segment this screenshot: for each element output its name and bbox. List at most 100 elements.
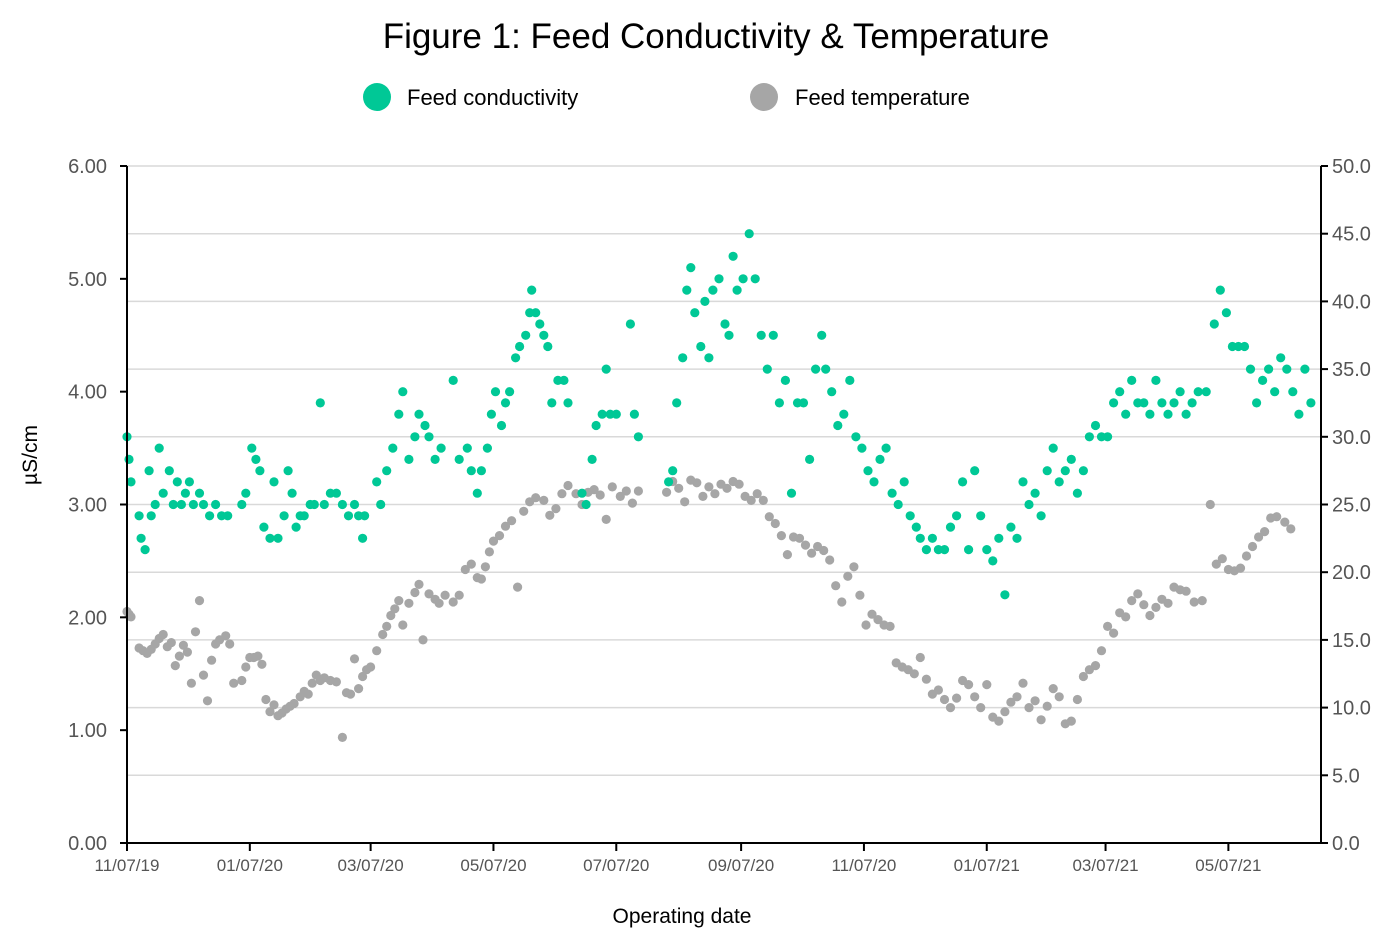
data-point	[633, 432, 644, 442]
y-tick-label: 3.00	[68, 495, 107, 517]
data-point	[845, 375, 855, 385]
y2-tick-label: 0.0	[1332, 833, 1360, 855]
data-point	[291, 522, 301, 532]
data-point	[1042, 466, 1052, 476]
data-point	[134, 511, 144, 521]
data-point	[448, 597, 458, 607]
data-point	[319, 499, 329, 510]
data-point	[255, 466, 265, 476]
data-point	[1139, 600, 1149, 610]
data-point	[225, 639, 235, 649]
data-point	[1239, 341, 1250, 352]
data-point	[1175, 387, 1185, 397]
data-point	[404, 598, 414, 608]
data-point	[343, 511, 354, 521]
data-point	[1187, 398, 1197, 408]
x-tick-label: 01/07/20	[217, 856, 283, 875]
data-point	[704, 353, 714, 363]
data-point	[476, 466, 486, 476]
data-point	[911, 522, 921, 532]
legend: Feed conductivity Feed temperature	[363, 83, 970, 111]
data-point	[1189, 597, 1199, 607]
data-point	[221, 631, 231, 641]
data-point	[211, 499, 221, 510]
data-point	[939, 694, 950, 705]
data-point	[1078, 671, 1088, 682]
x-tick-label: 07/07/20	[583, 856, 649, 875]
data-point	[186, 678, 196, 688]
data-point	[805, 454, 815, 464]
data-point	[388, 443, 398, 453]
data-point	[1036, 715, 1046, 725]
data-point	[273, 533, 283, 543]
data-point	[786, 488, 797, 498]
data-point	[315, 398, 325, 408]
data-point	[1280, 517, 1290, 527]
data-point	[855, 590, 865, 600]
data-point	[299, 511, 309, 521]
x-tick-label: 11/07/20	[831, 856, 896, 875]
data-point	[664, 477, 674, 487]
data-point	[488, 536, 499, 546]
data-point	[172, 477, 182, 487]
data-point	[851, 432, 861, 442]
data-point	[269, 477, 279, 487]
data-point	[964, 545, 974, 555]
data-point	[150, 499, 160, 510]
data-point	[229, 678, 239, 688]
data-point	[207, 655, 217, 665]
data-point	[287, 488, 297, 498]
data-point	[700, 296, 710, 306]
data-point	[1012, 692, 1022, 702]
legend-label-temperature: Feed temperature	[795, 85, 970, 110]
data-point	[696, 341, 706, 352]
data-point	[958, 477, 968, 487]
data-point	[839, 409, 849, 419]
data-point	[1006, 522, 1016, 532]
data-point	[1127, 375, 1137, 385]
data-point	[627, 498, 638, 508]
data-point	[827, 387, 837, 397]
data-point	[821, 364, 831, 374]
data-point	[472, 488, 482, 498]
data-point	[1024, 499, 1034, 510]
data-point	[764, 512, 774, 522]
data-point	[800, 540, 811, 550]
data-point	[1066, 716, 1076, 726]
data-point	[1018, 477, 1028, 487]
data-point	[1054, 692, 1064, 702]
data-point	[595, 490, 605, 500]
data-point	[1145, 409, 1155, 419]
legend-item-temperature[interactable]: Feed temperature	[750, 83, 970, 111]
data-point	[414, 409, 424, 419]
data-point	[976, 703, 986, 713]
y2-tick-label: 35.0	[1332, 359, 1371, 381]
data-point	[500, 398, 511, 408]
data-point	[970, 466, 980, 476]
data-point	[1151, 375, 1161, 385]
data-point	[166, 638, 176, 648]
data-point	[1294, 409, 1304, 419]
gridlines	[127, 165, 1321, 777]
data-point	[1201, 387, 1211, 397]
data-point	[360, 511, 370, 521]
data-point	[198, 670, 209, 680]
y2-tick-label: 45.0	[1332, 224, 1371, 246]
data-point	[176, 499, 186, 510]
data-point	[1006, 697, 1016, 707]
data-point	[440, 590, 450, 600]
data-point	[909, 669, 919, 679]
data-point	[933, 685, 944, 695]
y2-tick-label: 30.0	[1332, 427, 1371, 449]
data-point	[1181, 409, 1191, 419]
data-point	[1151, 602, 1161, 613]
data-point	[551, 504, 561, 514]
data-point	[668, 466, 678, 476]
data-point	[1258, 375, 1268, 385]
data-point	[1072, 488, 1082, 498]
data-point	[539, 330, 549, 340]
data-point	[543, 341, 553, 352]
legend-item-conductivity[interactable]: Feed conductivity	[363, 83, 578, 111]
data-point	[1121, 612, 1131, 622]
